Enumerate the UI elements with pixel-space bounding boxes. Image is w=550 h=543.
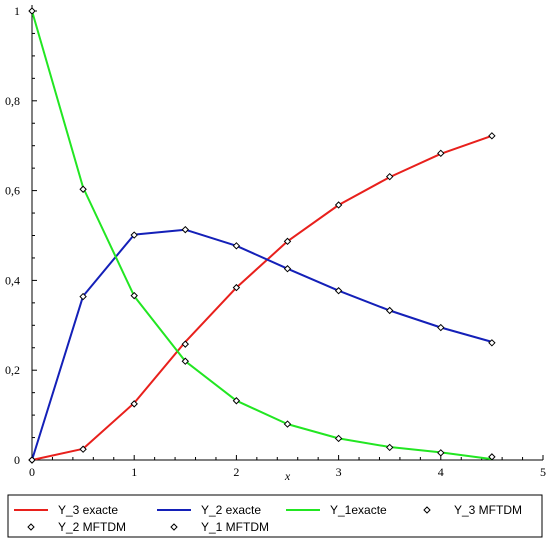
y-tick-label: 0,6	[5, 184, 20, 198]
series-6-point	[232, 397, 241, 405]
legend-item-2-label: Y_2 exacte	[201, 503, 261, 517]
legend-item-4-label: Y_3 MFTDM	[454, 503, 522, 517]
series-2-line	[31, 228, 493, 461]
x-tick-label: 1	[131, 465, 137, 479]
series-5-point	[181, 225, 190, 234]
series-5-point	[79, 292, 87, 301]
series-6-point	[283, 420, 292, 428]
y-tick-label: 1	[14, 4, 20, 18]
series-4-point	[488, 132, 496, 140]
axes	[31, 5, 543, 461]
series-6-point	[385, 443, 394, 452]
series-4-point	[181, 340, 190, 348]
series-5-point	[334, 287, 343, 295]
series-6-point	[181, 357, 190, 365]
series-5-point	[232, 242, 241, 250]
y-tick-label: 0,2	[5, 363, 20, 377]
y-tick-label: 0	[14, 453, 20, 467]
series-6-point	[437, 449, 445, 457]
series-3-line	[31, 10, 493, 461]
legend-item-3-label: Y_1exacte	[330, 503, 387, 517]
x-tick-label: 0	[29, 465, 35, 479]
series-4-point	[385, 172, 394, 181]
series-6-point	[334, 434, 343, 443]
series-5-point	[28, 456, 36, 464]
x-tick-label: 5	[540, 465, 546, 479]
series-6-point	[488, 453, 496, 461]
series-4-point	[283, 237, 292, 246]
y-tick-label: 0,8	[5, 94, 20, 108]
legend-item-6-swatch	[170, 523, 178, 531]
legend-item-1-label: Y_3 exacte	[58, 503, 118, 517]
series-1-line	[31, 134, 493, 461]
series-4-point	[79, 445, 87, 453]
series-5-point	[488, 339, 496, 347]
series-4-point	[130, 400, 138, 408]
legend: Y_3 exacte Y_2 exacte Y_1exacte Y_3 MFTDM Y_…	[7, 494, 543, 538]
legend-item-4-swatch	[423, 506, 431, 514]
legend-box	[7, 494, 543, 538]
x-tick-label: 2	[233, 465, 239, 479]
series-5-point	[130, 231, 138, 239]
series-4-point	[232, 283, 241, 292]
plot-area	[28, 7, 496, 464]
series-4-point	[437, 149, 445, 158]
series-5-point	[437, 323, 445, 332]
y-tick-label: 0,4	[5, 273, 20, 287]
ticks: 0 1 2 3 4 5 0 0,2 0,4 0,6 0,8 1	[5, 4, 546, 479]
x-axis-label: x	[284, 469, 291, 483]
legend-item-6-label: Y_1 MFTDM	[201, 520, 269, 534]
series-4-point	[334, 201, 343, 209]
series-5-point	[283, 265, 292, 273]
series-5-point	[385, 306, 394, 315]
legend-item-5-label: Y_2 MFTDM	[58, 520, 126, 534]
series-6-point	[28, 7, 36, 15]
x-tick-label: 3	[336, 465, 342, 479]
legend-item-5-swatch	[27, 523, 35, 531]
series-6-point	[79, 185, 87, 193]
x-tick-label: 4	[438, 465, 444, 479]
series-6-point	[130, 291, 138, 300]
